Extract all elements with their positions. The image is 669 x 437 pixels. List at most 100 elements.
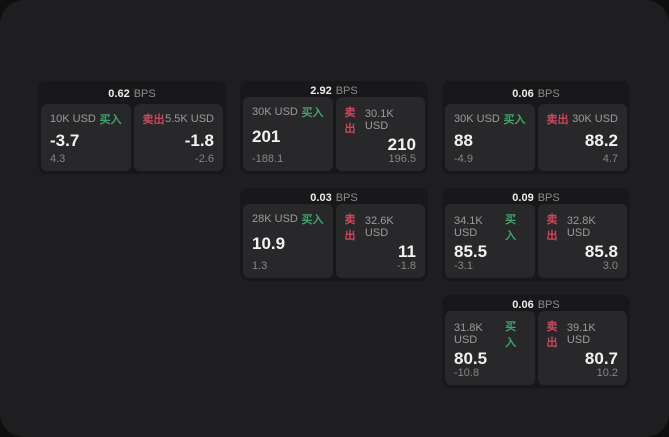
sell-quote-panel[interactable]: 卖出 32.6K USD 11 -1.8 [335,204,425,278]
sell-panel-top: 卖出 30K USD [547,111,619,127]
sell-quote-panel[interactable]: 卖出 39.1K USD 80.7 10.2 [537,311,627,385]
buy-price: 80.5 [454,349,488,368]
sell-delta: -2.6 [195,153,214,165]
buy-quote-panel[interactable]: 30K USD 买入 201 -188.1 [243,97,333,171]
buy-quote-panel[interactable]: 31.8K USD 买入 80.5 -10.8 [445,311,535,385]
quote-card-4: 0.03 BPS 28K USD 买入 10.9 1.3 卖出 32.6K US… [240,188,428,281]
sell-panel-top: 卖出 5.5K USD [143,111,215,127]
sell-quote-panel[interactable]: 卖出 30K USD 88.2 4.7 [537,104,627,171]
sell-notional: 5.5K USD [165,113,214,125]
sell-price: 88.2 [584,130,618,150]
sell-side-label: 卖出 [546,321,558,349]
sell-panel-top: 卖出 32.6K USD [345,211,417,243]
quote-card-5: 0.09 BPS 34.1K USD 买入 85.5 -3.1 卖出 32.8K… [442,188,630,281]
buy-side-label: 买入 [505,321,517,349]
sell-side-label: 卖出 [546,114,569,126]
buy-notional: 30K USD [252,106,298,118]
spread-unit: BPS [335,84,358,97]
buy-quote-panel[interactable]: 28K USD 买入 10.9 1.3 [243,204,333,278]
sell-side-label: 卖出 [344,107,356,135]
quote-card-body: 34.1K USD 买入 85.5 -3.1 卖出 32.8K USD 85.8… [445,204,627,278]
buy-side-label: 买入 [301,214,324,226]
quote-card-6: 0.06 BPS 31.8K USD 买入 80.5 -10.8 卖出 39.1… [442,295,630,388]
sell-price: 85.8 [584,242,618,261]
buy-notional: 28K USD [252,213,298,225]
quote-card-body: 30K USD 买入 201 -188.1 卖出 30.1K USD 210 1… [243,97,425,171]
sell-panel-top: 卖出 39.1K USD [547,318,619,350]
buy-price: 10.9 [252,234,286,253]
spread-value: 0.62 [108,88,130,100]
buy-price: -3.7 [50,130,80,150]
sell-delta: 10.2 [596,367,618,379]
sell-notional: 32.6K USD [364,215,394,239]
spread-value: 2.92 [310,84,332,97]
sell-price: 11 [398,242,416,261]
buy-panel-top: 30K USD 买入 [252,104,324,120]
buy-delta: -188.1 [252,153,284,165]
buy-delta: 4.3 [50,153,66,165]
buy-side-label: 买入 [99,114,122,126]
buy-panel-top: 34.1K USD 买入 [454,211,526,243]
sell-price: 80.7 [584,349,618,368]
buy-side-label: 买入 [503,114,526,126]
quote-card-1: 0.62 BPS 10K USD 买入 -3.7 4.3 卖出 5.5K USD [38,81,226,174]
spread-header: 0.09 BPS [445,191,627,204]
spread-unit: BPS [537,88,560,100]
sell-delta: 4.7 [602,153,618,165]
sell-panel-top: 卖出 30.1K USD [345,104,417,136]
buy-panel-top: 10K USD 买入 [50,111,122,127]
sell-price: -1.8 [184,130,214,150]
sell-delta: -1.8 [397,260,416,272]
sell-panel-top: 卖出 32.8K USD [547,211,619,243]
quote-card-3: 0.06 BPS 30K USD 买入 88 -4.9 卖出 30K USD [442,81,630,174]
spread-header: 0.06 BPS [445,298,627,311]
sell-delta: 196.5 [388,153,416,165]
spread-unit: BPS [537,298,560,311]
sell-notional: 30.1K USD [364,108,394,132]
spread-value: 0.06 [512,88,534,100]
sell-quote-panel[interactable]: 卖出 5.5K USD -1.8 -2.6 [133,104,223,171]
buy-notional: 34.1K USD [454,215,483,239]
quote-card-body: 31.8K USD 买入 80.5 -10.8 卖出 39.1K USD 80.… [445,311,627,385]
sell-delta: 3.0 [602,260,618,272]
buy-notional: 30K USD [454,113,500,125]
sell-side-label: 卖出 [344,214,356,242]
spread-value: 0.03 [310,191,332,204]
buy-price: 201 [252,127,281,146]
quote-card-body: 28K USD 买入 10.9 1.3 卖出 32.6K USD 11 -1.8 [243,204,425,278]
buy-panel-top: 28K USD 买入 [252,211,324,227]
sell-notional: 30K USD [572,113,618,125]
buy-delta: 1.3 [252,260,268,272]
spread-header: 2.92 BPS [243,84,425,97]
spread-unit: BPS [537,191,560,204]
spread-header: 0.06 BPS [445,84,627,104]
buy-panel-top: 31.8K USD 买入 [454,318,526,350]
quote-cards-grid: 0.62 BPS 10K USD 买入 -3.7 4.3 卖出 5.5K USD [38,81,630,388]
buy-delta: -10.8 [454,367,480,379]
buy-side-label: 买入 [505,214,517,242]
sell-quote-panel[interactable]: 卖出 32.8K USD 85.8 3.0 [537,204,627,278]
buy-delta: -4.9 [454,153,473,165]
buy-quote-panel[interactable]: 34.1K USD 买入 85.5 -3.1 [445,204,535,278]
sell-side-label: 卖出 [142,114,165,126]
spread-header: 0.62 BPS [41,84,223,104]
buy-panel-top: 30K USD 买入 [454,111,526,127]
buy-price: 88 [454,130,473,150]
spread-value: 0.06 [512,298,534,311]
spread-value: 0.09 [512,191,534,204]
buy-quote-panel[interactable]: 10K USD 买入 -3.7 4.3 [41,104,131,171]
spread-header: 0.03 BPS [243,191,425,204]
buy-delta: -3.1 [454,260,473,272]
quote-card-2: 2.92 BPS 30K USD 买入 201 -188.1 卖出 30.1K … [240,81,428,174]
sell-quote-panel[interactable]: 卖出 30.1K USD 210 196.5 [335,97,425,171]
buy-notional: 10K USD [50,113,96,125]
buy-side-label: 买入 [301,107,324,119]
spread-unit: BPS [133,88,156,100]
sell-side-label: 卖出 [546,214,558,242]
sell-notional: 39.1K USD [566,322,596,346]
sell-notional: 32.8K USD [566,215,596,239]
buy-quote-panel[interactable]: 30K USD 买入 88 -4.9 [445,104,535,171]
spread-unit: BPS [335,191,358,204]
buy-price: 85.5 [454,242,488,261]
